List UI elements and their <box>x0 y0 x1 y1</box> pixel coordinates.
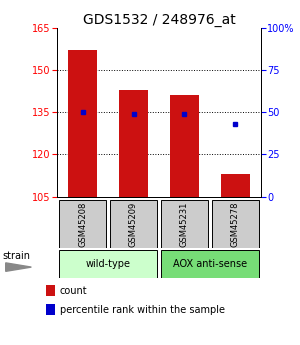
Bar <box>212 200 259 248</box>
Bar <box>170 95 199 197</box>
Text: GSM45231: GSM45231 <box>180 201 189 247</box>
Text: AOX anti-sense: AOX anti-sense <box>173 259 247 269</box>
Title: GDS1532 / 248976_at: GDS1532 / 248976_at <box>82 12 236 27</box>
Text: GSM45209: GSM45209 <box>129 201 138 247</box>
Text: count: count <box>59 286 87 296</box>
Text: wild-type: wild-type <box>85 259 130 269</box>
Bar <box>110 200 157 248</box>
Bar <box>221 174 250 197</box>
Bar <box>59 200 106 248</box>
Polygon shape <box>6 263 31 271</box>
Text: GSM45278: GSM45278 <box>231 201 240 247</box>
Text: GSM45208: GSM45208 <box>78 201 87 247</box>
Bar <box>161 250 259 278</box>
Text: percentile rank within the sample: percentile rank within the sample <box>59 305 224 315</box>
Bar <box>119 90 148 197</box>
Bar <box>46 304 55 315</box>
Text: strain: strain <box>3 251 31 261</box>
Bar <box>59 250 157 278</box>
Bar <box>68 50 97 197</box>
Bar <box>161 200 208 248</box>
Bar <box>46 285 55 296</box>
